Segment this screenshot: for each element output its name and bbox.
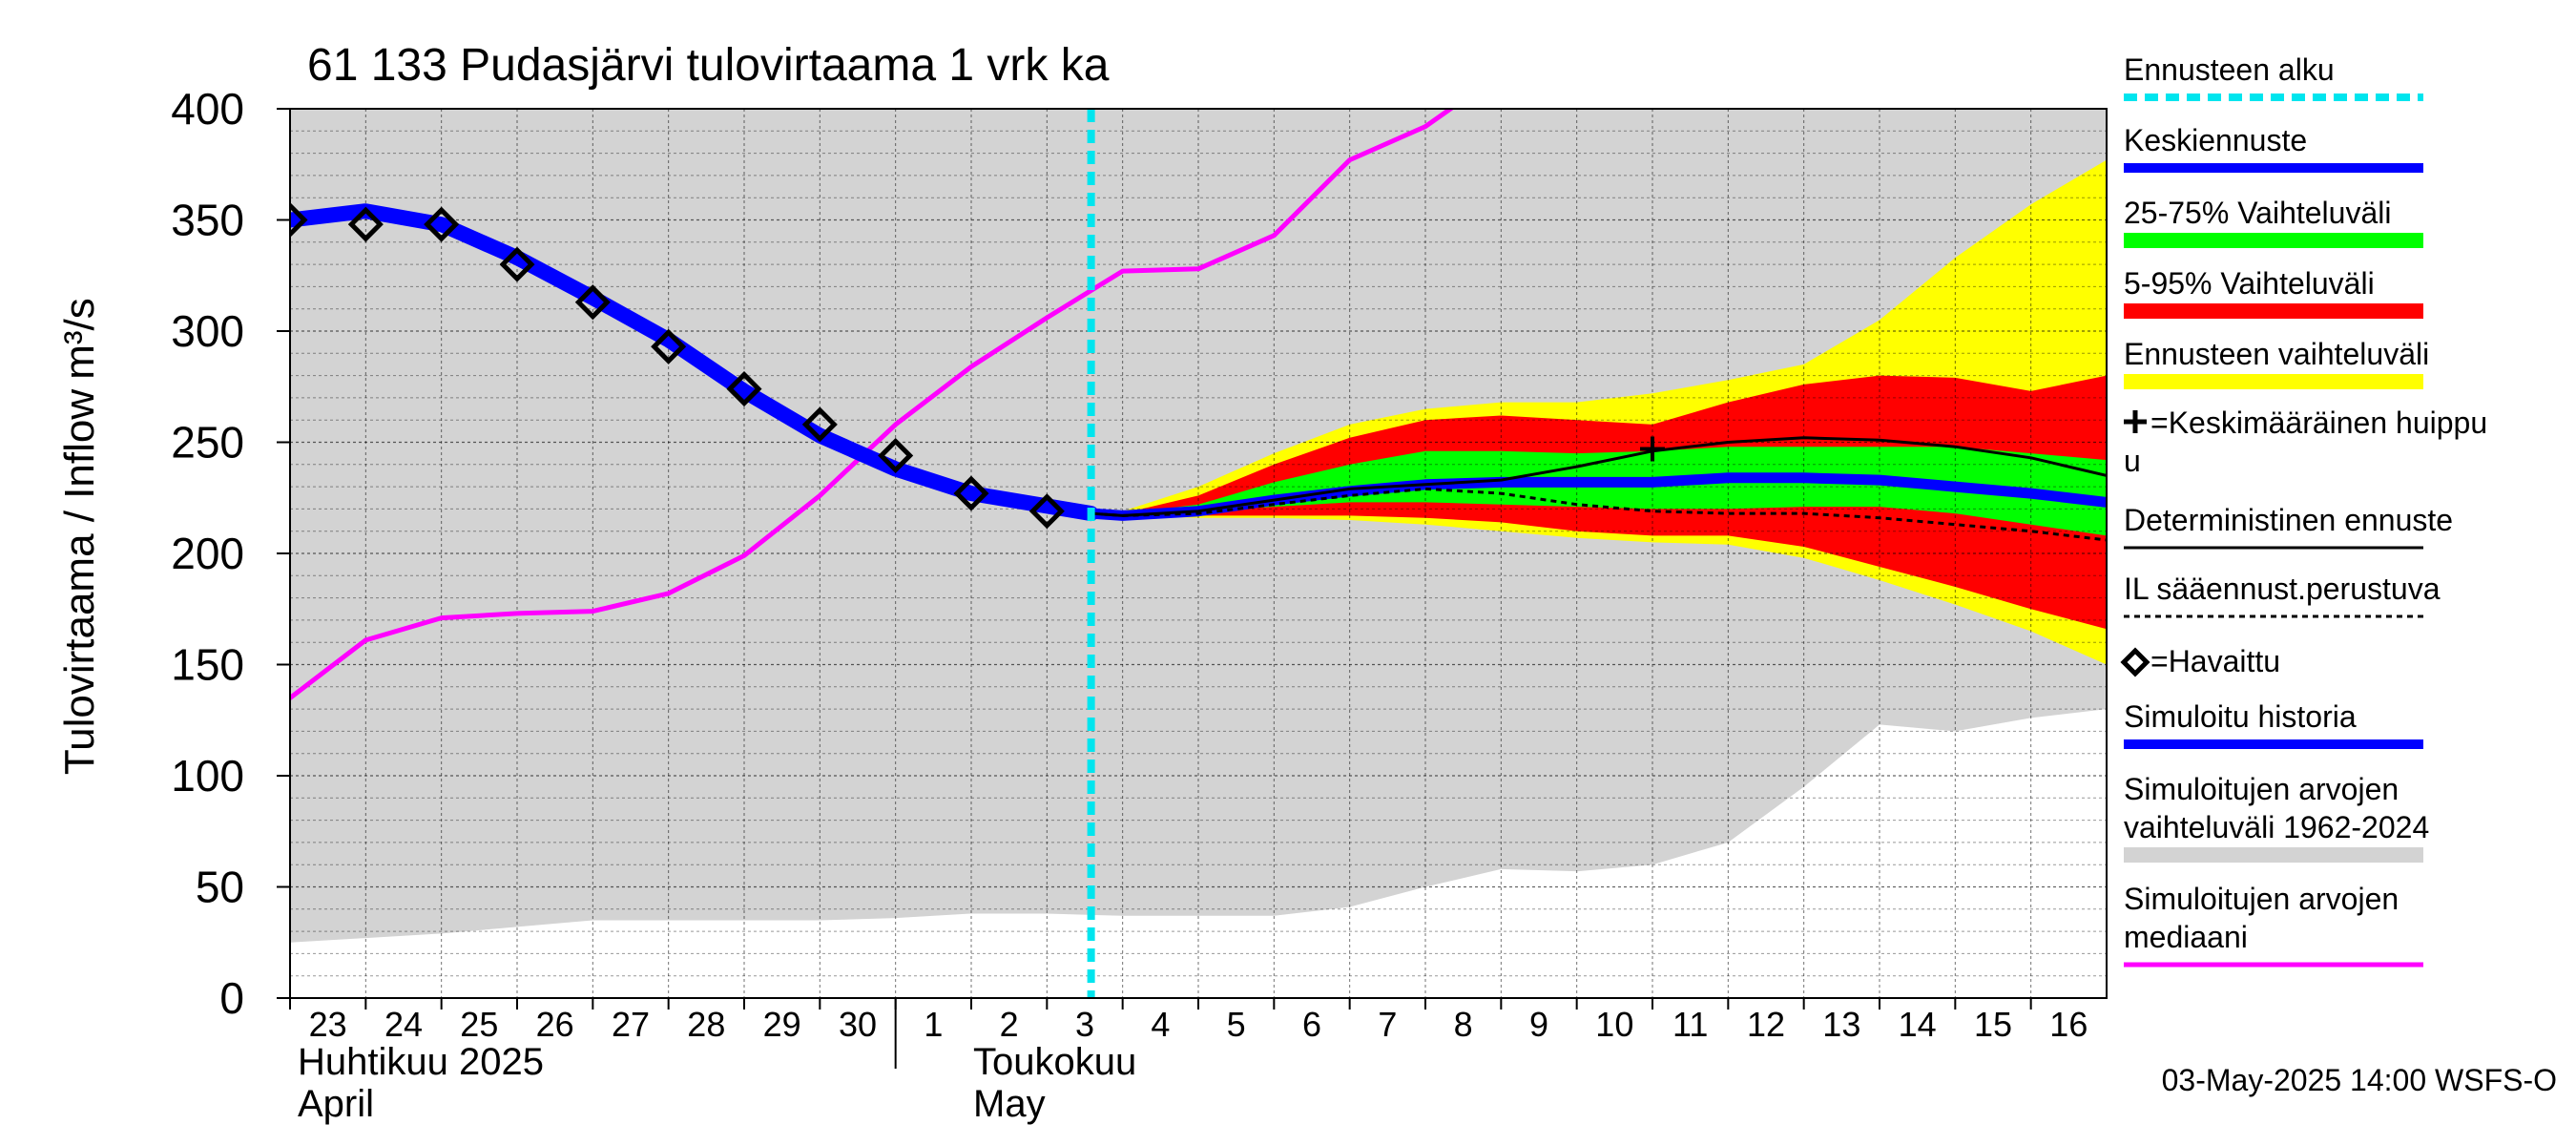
x-tick-label: 30 xyxy=(839,1005,877,1044)
x-tick-label: 12 xyxy=(1747,1005,1785,1044)
chart-title: 61 133 Pudasjärvi tulovirtaama 1 vrk ka xyxy=(307,40,1110,91)
legend-item-il-s-ennust-perustuva: IL sääennust.perustuva xyxy=(2124,572,2441,618)
legend-item-5-95-vaihteluv-li: 5-95% Vaihteluväli xyxy=(2124,266,2423,319)
x-tick-label: 23 xyxy=(309,1005,347,1044)
x-tick-label: 14 xyxy=(1899,1005,1937,1044)
x-tick-label: 27 xyxy=(612,1005,650,1044)
legend-swatch xyxy=(2120,647,2150,677)
legend-swatch xyxy=(2124,374,2423,389)
x-tick-label: 29 xyxy=(763,1005,801,1044)
x-tick-label: 15 xyxy=(1974,1005,2012,1044)
observed-marker xyxy=(574,284,611,321)
x-tick-label: 26 xyxy=(536,1005,574,1044)
observed-marker xyxy=(953,475,989,511)
x-tick-label: 10 xyxy=(1595,1005,1633,1044)
legend-item-keskim-r-inen-huippuu: =Keskimääräinen huippu u xyxy=(2124,406,2487,478)
forecast-timestamp: 03-May-2025 14:00 WSFS-O xyxy=(2162,1063,2557,1097)
x-tick-label: 7 xyxy=(1378,1005,1397,1044)
y-tick-label: 400 xyxy=(171,84,244,134)
band-25-75-vaihteluv-li xyxy=(1091,447,2107,536)
y-tick-label: 300 xyxy=(171,306,244,356)
plot-data xyxy=(290,109,2107,998)
observed-marker xyxy=(651,328,687,364)
observed-marker xyxy=(499,246,535,282)
observed-marker xyxy=(290,201,308,239)
legend-label: Simuloitu historia xyxy=(2124,699,2357,734)
observed-marker xyxy=(878,437,914,474)
legend-label: Deterministinen ennuste xyxy=(2124,503,2453,537)
legend-swatch xyxy=(2124,303,2423,319)
observed-marker xyxy=(726,371,762,407)
x-tick-label: 16 xyxy=(2049,1005,2088,1044)
month-label: Toukokuu xyxy=(973,1041,1136,1083)
legend-item-ennusteen-vaihteluv-li: Ennusteen vaihteluväli xyxy=(2124,337,2429,389)
x-tick-label: 8 xyxy=(1454,1005,1473,1044)
x-tick-label: 28 xyxy=(687,1005,725,1044)
y-tick-label: 250 xyxy=(171,418,244,468)
y-tick-label: 50 xyxy=(196,863,244,912)
legend-item-simuloitujen-arvojenmediaani: Simuloitujen arvojen mediaani xyxy=(2124,882,2423,968)
x-tick-label: 11 xyxy=(1672,1005,1708,1044)
x-tick-label: 13 xyxy=(1822,1005,1860,1044)
legend-swatch xyxy=(2124,847,2423,863)
x-tick-label: 6 xyxy=(1302,1005,1321,1044)
series-simuloitujen-arvojen-mediaani xyxy=(290,109,1455,700)
observed-marker xyxy=(347,206,384,242)
legend-item-simuloitu-historia: Simuloitu historia xyxy=(2124,699,2423,749)
x-tick-label: 4 xyxy=(1151,1005,1170,1044)
y-tick-label: 150 xyxy=(171,640,244,690)
legend-label: =Havaittu xyxy=(2150,644,2280,678)
y-axis-title: Tulovirtaama / Inflow m³/s xyxy=(56,298,103,775)
legend-label: 5-95% Vaihteluväli xyxy=(2124,266,2375,301)
mean-peak-marker xyxy=(1640,436,1665,462)
legend-label: IL sääennust.perustuva xyxy=(2124,572,2441,606)
legend-label: Keskiennuste xyxy=(2124,123,2307,157)
legend-item-deterministinen-ennuste: Deterministinen ennuste xyxy=(2124,503,2453,550)
x-tick-label: 5 xyxy=(1227,1005,1246,1044)
y-tick-label: 200 xyxy=(171,529,244,578)
legend-label: 25-75% Vaihteluväli xyxy=(2124,196,2391,230)
y-axis-label: Tulovirtaama / Inflow xyxy=(56,389,103,776)
legend-label: =Keskimääräinen huippu xyxy=(2150,406,2487,440)
y-tick-label: 0 xyxy=(219,973,244,1023)
x-tick-label: 1 xyxy=(924,1005,943,1044)
y-axis-unit: m³/s xyxy=(56,298,103,380)
x-tick-label: 24 xyxy=(384,1005,423,1044)
series-deterministinen-ennuste xyxy=(1090,436,2107,517)
legend-label: mediaani xyxy=(2124,920,2248,954)
legend-swatch xyxy=(2124,233,2423,248)
legend-label: Simuloitujen arvojen xyxy=(2124,772,2399,806)
x-tick-label: 9 xyxy=(1529,1005,1548,1044)
legend: Ennusteen alku Keskiennuste 25-75% Vaihtel… xyxy=(2120,52,2487,968)
x-tick-label: 25 xyxy=(460,1005,498,1044)
month-label-english: April xyxy=(298,1083,374,1125)
legend-item-keskiennuste: Keskiennuste xyxy=(2124,123,2423,173)
legend-label: Ennusteen vaihteluväli xyxy=(2124,337,2429,371)
legend-item-25-75-vaihteluv-li: 25-75% Vaihteluväli xyxy=(2124,196,2423,248)
grid xyxy=(290,109,2107,998)
month-label: Huhtikuu 2025 xyxy=(298,1041,544,1083)
x-tick-label: 2 xyxy=(1000,1005,1019,1044)
observed-marker xyxy=(424,206,460,242)
observed-marker xyxy=(1028,493,1065,530)
legend-item-havaittu: =Havaittu xyxy=(2120,644,2280,678)
legend-item-ennusteen-alku: Ennusteen alku xyxy=(2124,52,2423,101)
legend-label: Ennusteen alku xyxy=(2124,52,2335,87)
series-il-s-ennust-perustuva xyxy=(1091,487,2107,542)
month-label-english: May xyxy=(973,1083,1046,1125)
observed-marker xyxy=(801,406,838,443)
legend-label: Simuloitujen arvojen xyxy=(2124,882,2399,916)
series-simuloitu-historia xyxy=(290,203,1099,522)
y-tick-label: 100 xyxy=(171,751,244,801)
legend-item-simuloitujen-arvojenvaihteluv-li-1962-2024: Simuloitujen arvojen vaihteluväli 1962-20… xyxy=(2124,772,2429,863)
legend-label: vaihteluväli 1962-2024 xyxy=(2124,810,2429,844)
plot-area xyxy=(290,109,2107,998)
x-tick-label: 3 xyxy=(1075,1005,1094,1044)
legend-label: u xyxy=(2124,444,2141,478)
y-tick-label: 350 xyxy=(171,196,244,245)
